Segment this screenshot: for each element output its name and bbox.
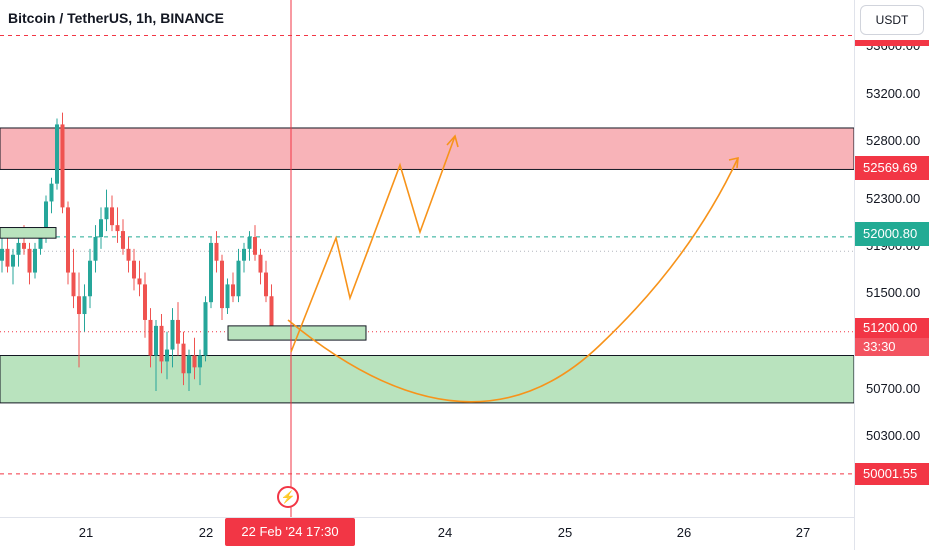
top-alert-label xyxy=(855,40,929,46)
price-tick: 53200.00 xyxy=(866,86,921,101)
candle-body xyxy=(121,231,125,249)
candle-body xyxy=(77,296,81,315)
candle-body xyxy=(60,124,65,208)
candle-body xyxy=(27,248,32,273)
candle-body xyxy=(11,254,15,267)
candle-body xyxy=(253,237,257,255)
candle-body xyxy=(198,355,202,368)
candle-body xyxy=(115,225,120,232)
candle-body xyxy=(154,325,158,356)
order-block-left xyxy=(0,227,57,239)
price-axis-separator xyxy=(854,0,855,550)
candle-body xyxy=(192,355,197,368)
candle-body xyxy=(214,242,219,261)
candle-body xyxy=(209,242,213,303)
candle-body xyxy=(176,319,180,344)
price-tick: 50700.00 xyxy=(866,381,921,396)
candle-body xyxy=(148,319,153,356)
order-block-mid xyxy=(227,325,367,341)
candle-body xyxy=(104,207,109,220)
support-low-price-label: 50001.55 xyxy=(855,463,929,485)
candle-body xyxy=(66,207,70,273)
candle-body xyxy=(88,260,92,297)
symbol-title: Bitcoin / TetherUS, 1h, BINANCE xyxy=(8,10,224,26)
projection-curve-arrowhead xyxy=(728,156,739,169)
candle-body xyxy=(93,237,98,261)
current-price-label: 51200.00 xyxy=(855,318,929,338)
candle-body xyxy=(82,296,87,315)
time-tick: 24 xyxy=(437,525,453,540)
projection-curve xyxy=(287,157,739,403)
candle-body xyxy=(143,284,147,320)
price-tick: 51500.00 xyxy=(866,285,921,300)
candle-body xyxy=(247,237,252,249)
projection-arrowhead xyxy=(446,134,459,148)
time-axis-separator xyxy=(0,517,854,518)
resistance-price-label: 52569.69 xyxy=(855,156,929,180)
currency-button[interactable]: USDT xyxy=(860,5,924,35)
candle-body xyxy=(264,272,268,297)
candle-body xyxy=(132,260,136,279)
candle-body xyxy=(258,254,263,273)
crosshair-time-label: 22 Feb '24 17:30 xyxy=(225,518,355,546)
candle-body xyxy=(38,237,43,249)
candle-body xyxy=(99,219,103,237)
projection-zigzag xyxy=(290,135,456,353)
candle-body xyxy=(269,296,274,326)
resistance-zone xyxy=(0,127,855,170)
flash-icon[interactable]: ⚡ xyxy=(277,486,299,508)
candle-body xyxy=(22,242,26,249)
time-tick: 21 xyxy=(78,525,94,540)
time-tick: 25 xyxy=(557,525,573,540)
candle-body xyxy=(137,278,142,285)
time-tick: 26 xyxy=(676,525,692,540)
candle-body xyxy=(220,260,224,309)
candle-body xyxy=(16,242,21,255)
price-tick: 52800.00 xyxy=(866,133,921,148)
candle-body xyxy=(44,201,48,237)
candle-body xyxy=(126,248,131,261)
candle-body xyxy=(165,349,169,362)
support-zone xyxy=(0,355,855,404)
candle-countdown: 33:30 xyxy=(855,338,929,356)
price-tick: 52300.00 xyxy=(866,191,921,206)
candle-body xyxy=(71,272,76,297)
time-tick: 27 xyxy=(795,525,811,540)
candle-body xyxy=(159,325,164,362)
candle-body xyxy=(181,343,186,374)
candle-body xyxy=(236,260,241,297)
candle-body xyxy=(0,248,4,261)
candle-body xyxy=(33,248,37,273)
candle-body xyxy=(187,355,191,374)
candle-body xyxy=(242,248,246,261)
candle-body xyxy=(5,248,10,267)
price-tick: 50300.00 xyxy=(866,428,921,443)
candle-body xyxy=(170,319,175,350)
candle-body xyxy=(49,183,54,202)
time-tick: 22 xyxy=(198,525,214,540)
candle-body xyxy=(225,284,230,309)
candle-body xyxy=(55,124,59,184)
candle-body xyxy=(203,302,208,356)
candle-body xyxy=(110,207,114,226)
green-level-price-label: 52000.80 xyxy=(855,222,929,246)
candle-body xyxy=(231,284,235,297)
